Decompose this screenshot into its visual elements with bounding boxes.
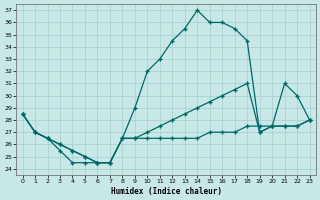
X-axis label: Humidex (Indice chaleur): Humidex (Indice chaleur): [111, 187, 221, 196]
